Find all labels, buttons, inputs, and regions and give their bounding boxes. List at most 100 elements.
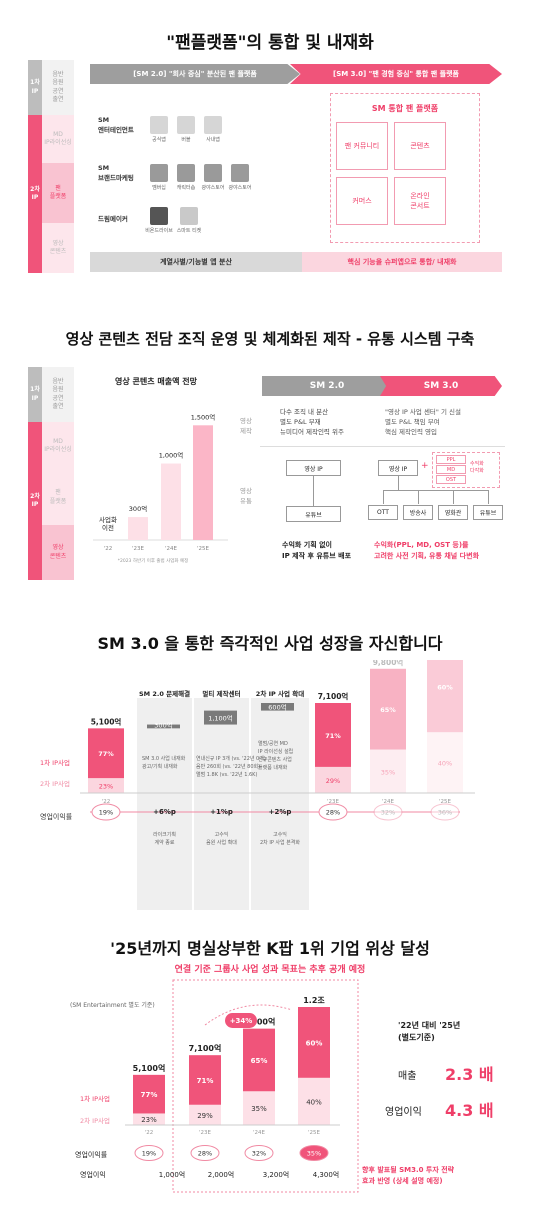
membership-icon: [150, 164, 168, 182]
sm30-arrow: [SM 3.0] "팬 경험 중심" 통합 팬 플랫폼: [290, 64, 502, 84]
icon-label: 광야스토어: [228, 185, 252, 191]
bridge-label: 1,100억: [208, 715, 233, 723]
col-footer: 라이크기획 계약 종료: [152, 832, 176, 846]
side-1ip-tag: 1차 IP: [28, 367, 42, 422]
bar: [193, 425, 213, 540]
op-margin-value: 19%: [99, 809, 113, 817]
video-revenue-chart: 사업화 이전 '22 300억 '23E 1,000억 '24E 1,500억 '25E *202…: [93, 413, 228, 564]
op-value: 4,300억: [312, 1171, 340, 1179]
op-margin-pill: [190, 1145, 220, 1161]
label-ip2: 2차 IP사업: [80, 1117, 110, 1125]
col2-bullets: 연내신규 IP 3개 (vs. '22년 0개) 음반 260회 (vs. '2…: [196, 755, 266, 779]
bullet: 음반 260회 (vs. '22년 80회): [196, 764, 261, 770]
col-footer: 고수익 음원 사업 확대: [206, 832, 237, 846]
column-bg: [137, 698, 192, 910]
basis-note: (SM Entertainment 별도 기준): [70, 1002, 155, 1009]
beyond-live-icon: [150, 207, 168, 225]
sm30-caption: 수익화(PPL, MD, OST 등)를 고려한 사전 기획, 유통 채널 다변…: [374, 541, 480, 560]
sm20-arrow: SM 2.0: [262, 376, 392, 396]
tick-label: '23E: [132, 546, 145, 552]
dist-broadcaster: 방송사: [403, 505, 433, 520]
bullet: SM 3.0 사업 내재화: [142, 756, 186, 762]
chart-note: *2023 하반기 이후 출범 사업화 예정: [118, 557, 189, 564]
connector: [453, 490, 454, 504]
total-label: 5,100억: [133, 1063, 166, 1073]
icon-label: 스마트 티켓: [176, 228, 202, 234]
label-op: 영업이익: [80, 1171, 106, 1179]
section3-title: SM 3.0 을 통한 즉각적인 사업 성장을 자신합니다: [97, 634, 443, 653]
bottom-gray-bar: 계열사별/기능별 앱 분산: [90, 252, 302, 272]
connector: [383, 490, 384, 504]
op-margin-value: 19%: [142, 1150, 156, 1158]
bullet: IP 라이선싱 설립: [258, 749, 294, 755]
side-1ip-tag: 1차 IP: [28, 60, 42, 115]
label-ip1: 1차 IP사업: [80, 1095, 110, 1103]
bullet: 다수 조직 내 분산: [280, 408, 329, 416]
sm20-arrow: [SM 2.0] "회사 중심" 분산된 팬 플랫폼: [90, 64, 300, 84]
bar-segment-ip2: [88, 778, 124, 793]
column-bg: [194, 698, 249, 910]
bar-segment-ip1: [315, 703, 351, 767]
bullet: 앨범 1.8K (vs. '22년 1.6K): [196, 772, 258, 778]
target-frame: [172, 979, 359, 1193]
data-label: 1,000억: [159, 452, 184, 460]
segment-label: 60%: [437, 684, 453, 692]
side-md: MD IP라이선싱: [42, 115, 74, 163]
bar-segment-ip1: [298, 1007, 330, 1078]
segment-label: 35%: [381, 768, 395, 776]
segment-label: 77%: [141, 1091, 158, 1099]
side-2ip-tag: 2차 IP: [28, 422, 42, 580]
bar-segment-ip1: [427, 660, 463, 733]
segment-label: 35%: [251, 1105, 267, 1113]
op-label: 영업이익: [385, 1107, 422, 1118]
segment-label: 23%: [141, 1116, 157, 1124]
box-youtube: 유튜브: [286, 506, 341, 522]
label-op-margin: 영업이익률: [40, 813, 73, 821]
op-margin-pill: [91, 803, 121, 821]
column-bg: [251, 698, 309, 910]
integ-commerce: 커머스: [336, 177, 388, 225]
side-video: 영상 콘텐츠: [42, 525, 74, 580]
sm30-bullets: "영상 IP 사업 센터" 기 신설 별도 P&L 책임 부여 핵심 제작인력 …: [385, 408, 461, 437]
bridge-bar: [261, 703, 294, 711]
op-margin-pill: [430, 803, 460, 821]
segment-label: 77%: [98, 750, 114, 758]
integ-fan-community: 팬 커뮤니티: [336, 122, 388, 170]
icon-label: 사내앱: [206, 137, 220, 143]
bridge-label: 600억: [268, 704, 286, 712]
side-1ip-items: 음반 음원 공연 출연: [42, 367, 74, 422]
op-margin-pill: [318, 803, 348, 821]
label-ip2: 2차 IP사업: [40, 780, 70, 788]
kwangya-store-icon: [231, 164, 249, 182]
row-video-production: 영상 제작: [240, 417, 252, 435]
bar-segment-ip2: [189, 1104, 221, 1125]
segment-label: 65%: [380, 706, 396, 714]
bubble-icon: [177, 116, 195, 134]
box-ost: OST: [436, 475, 466, 484]
tick-label: '23E: [199, 1130, 212, 1136]
box-video-ip: 영상 IP: [286, 460, 341, 476]
bar-segment-ip1: [243, 1028, 275, 1092]
icon-label: 멤버십: [152, 185, 166, 191]
integ-contents: 콘텐츠: [394, 122, 446, 170]
col3-bullets: 앨범/공연 MD IP 라이선싱 설립 신규콘텐츠 사업 플랫폼 내재화: [258, 740, 293, 772]
bar-segment-ip2: [370, 749, 406, 793]
bullet: 핵심 제작인력 영입: [385, 427, 437, 436]
col-title: 2차 IP 사업 확대: [255, 690, 305, 698]
icon-label: 캐릭터숍: [176, 185, 196, 191]
bridge-bar: [204, 710, 237, 725]
tick-label: '24E: [382, 799, 395, 805]
revenue-diversify: 수익화 다각화: [470, 461, 484, 474]
tick-label: '24E: [253, 1130, 266, 1136]
bullet: 별도 P&L 부재: [280, 417, 321, 426]
col-footer: 고수익 2차 IP 사업 본격화: [259, 832, 301, 846]
col-title: 멀티 제작센터: [202, 690, 241, 698]
connector: [488, 490, 489, 504]
cagr-badge: +34%: [225, 1013, 257, 1028]
tick-label: '22: [104, 546, 113, 552]
bullet: 앨범/공연 MD: [258, 741, 288, 747]
kwangya-store-icon: [204, 164, 222, 182]
label-op-margin: 영업이익률: [75, 1151, 108, 1159]
total-label: 9,800억: [243, 1017, 276, 1027]
op-margin-pill: [244, 1145, 274, 1161]
